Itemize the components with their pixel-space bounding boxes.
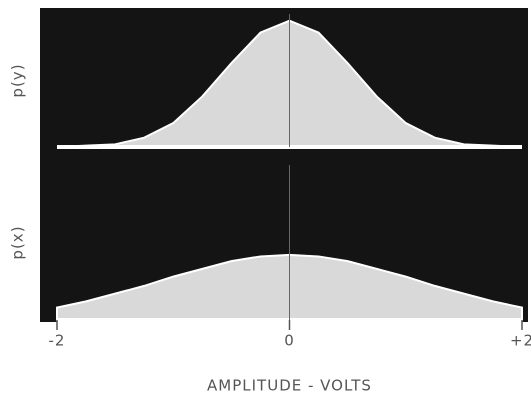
x-axis-label: AMPLITUDE - VOLTS xyxy=(207,377,372,395)
y-axis-label: p(y) xyxy=(9,63,27,97)
x-tick-label: -2 xyxy=(49,332,66,350)
y-axis-label: p(x) xyxy=(9,225,27,259)
x-tick-label: +2 xyxy=(510,332,531,350)
chart: p(y) p(x) -2 0 +2 AMPLITUDE - VOLTS xyxy=(0,0,531,402)
x-tick-label: 0 xyxy=(284,332,295,350)
